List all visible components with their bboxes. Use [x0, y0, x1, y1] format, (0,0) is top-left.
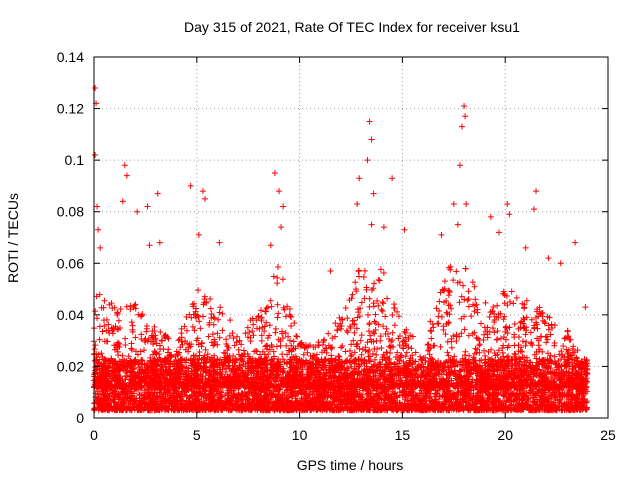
data-point — [371, 356, 378, 363]
data-point — [355, 355, 362, 362]
data-points — [91, 84, 591, 414]
data-point — [400, 358, 407, 365]
data-point — [279, 356, 286, 363]
